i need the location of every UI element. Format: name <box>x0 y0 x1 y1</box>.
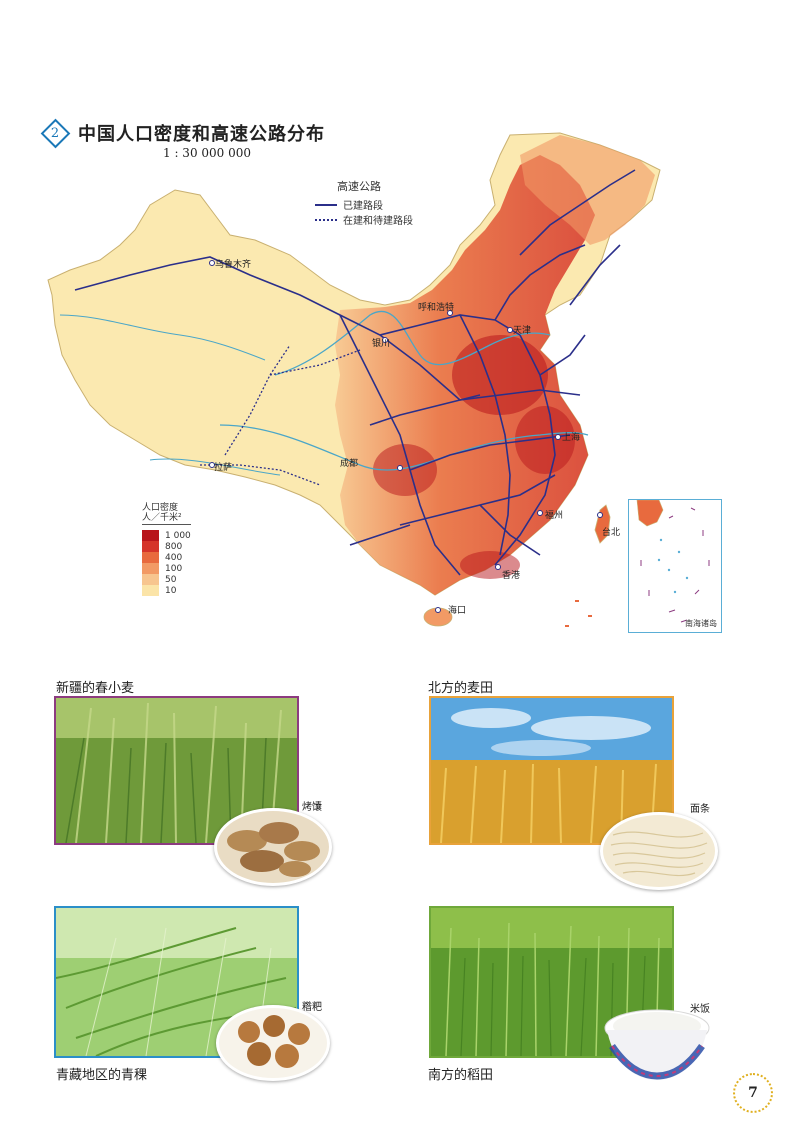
city-label-tianjin: 天津 <box>513 326 532 336</box>
map-number-badge: 2 <box>40 118 70 148</box>
city-dots <box>209 260 603 613</box>
food-label-rice: 米饭 <box>690 1004 710 1015</box>
density-class-label: 400 <box>165 552 183 563</box>
density-class-row: 100 <box>142 563 191 574</box>
page-number: 7 <box>733 1073 773 1113</box>
density-class-row: 50 <box>142 574 191 585</box>
city-label-chengdu: 成都 <box>340 459 359 469</box>
inset-map <box>636 499 710 623</box>
density-swatch <box>142 574 159 585</box>
highway-planned-label: 在建和待建路段 <box>343 216 413 227</box>
river-yellow <box>274 310 551 376</box>
rice-field-image <box>431 908 672 1056</box>
density-northeast <box>520 135 655 245</box>
city-label-lasa: 拉萨 <box>214 463 233 473</box>
highways-planned <box>200 344 361 486</box>
river-northwest <box>59 314 266 361</box>
city-label-taibei: 台北 <box>602 528 621 538</box>
city-label-fuzhou: 福州 <box>545 511 564 521</box>
highway-legend-title: 高速公路 <box>337 180 381 193</box>
south-sea-islets <box>565 600 592 627</box>
photo-caption-northern-wheat: 北方的麦田 <box>428 681 494 696</box>
food-rice-bowl-image <box>602 1006 712 1084</box>
density-swatch <box>142 530 159 541</box>
city-label-xianggang: 香港 <box>502 571 521 581</box>
china-map <box>47 132 661 627</box>
food-noodles-image <box>600 812 718 890</box>
density-core-north <box>452 335 548 415</box>
city-label-huhehaote: 呼和浩特 <box>418 303 455 313</box>
map-title: 2 中国人口密度和高速公路分布 <box>40 118 325 148</box>
south-china-sea-inset: 南海诸岛 <box>628 499 722 633</box>
food-naan-image <box>214 808 332 886</box>
density-class-row: 10 <box>142 585 191 596</box>
map-title-text: 中国人口密度和高速公路分布 <box>78 124 325 145</box>
highway-built-swatch <box>315 203 337 206</box>
highway-legend: 高速公路 已建路段 在建和待建路段 <box>315 178 413 227</box>
density-legend: 人口密度 人／千米² 1 000 800 400 100 50 10 <box>142 503 191 596</box>
taiwan-island <box>594 504 611 544</box>
density-core-sichuan <box>373 444 437 496</box>
density-class-row: 400 <box>142 552 191 563</box>
map-scale: 1 : 30 000 000 <box>163 146 252 160</box>
food-label-noodles: 面条 <box>690 804 710 815</box>
density-legend-title: 人口密度 <box>142 503 179 513</box>
city-label-wulumuqi: 乌鲁木齐 <box>215 260 252 270</box>
density-class-label: 10 <box>165 585 177 596</box>
density-swatch <box>142 563 159 574</box>
map-number: 2 <box>50 125 60 141</box>
density-class-row: 1 000 <box>142 530 191 541</box>
highways-built <box>74 169 636 576</box>
food-tsampa-image <box>216 1005 330 1081</box>
density-swatch <box>142 541 159 552</box>
density-class-label: 50 <box>165 574 177 585</box>
photo-rice-field <box>429 906 674 1058</box>
photo-caption-spring-wheat: 新疆的春小麦 <box>56 681 135 696</box>
density-swatch <box>142 552 159 563</box>
density-swatch <box>142 585 159 596</box>
food-label-tsampa: 糌粑 <box>302 1002 322 1013</box>
density-class-label: 800 <box>165 541 183 552</box>
city-label-yinchuan: 银川 <box>372 339 391 349</box>
food-label-naan: 烤馕 <box>302 802 322 813</box>
inset-label: 南海诸岛 <box>685 619 717 628</box>
density-class-label: 1 000 <box>165 530 191 541</box>
density-class-row: 800 <box>142 541 191 552</box>
city-label-shanghai: 上海 <box>562 433 581 443</box>
city-label-haikou: 海口 <box>448 606 467 616</box>
river-south <box>149 458 281 476</box>
photo-caption-rice-field: 南方的稻田 <box>428 1068 494 1083</box>
density-core-south <box>460 551 520 579</box>
density-core-yangtze <box>515 406 575 474</box>
density-legend-unit: 人／千米² <box>142 513 191 525</box>
photo-caption-highland-barley: 青藏地区的青稞 <box>56 1068 148 1083</box>
density-class-label: 100 <box>165 563 183 574</box>
highway-planned-swatch <box>315 218 337 221</box>
highway-built-label: 已建路段 <box>343 201 383 212</box>
